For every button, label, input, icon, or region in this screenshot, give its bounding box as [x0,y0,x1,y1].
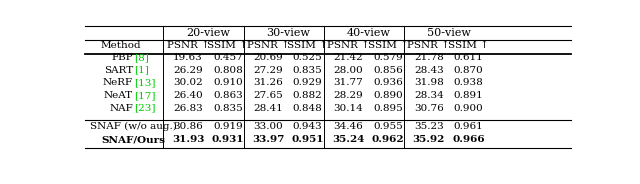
Text: 27.29: 27.29 [253,66,283,75]
Text: 21.42: 21.42 [333,53,364,62]
Text: 20-view: 20-view [186,28,230,38]
Text: 0.611: 0.611 [454,53,483,62]
Text: PSNR ↑: PSNR ↑ [246,41,289,50]
Text: 0.943: 0.943 [292,122,323,131]
Text: 30.14: 30.14 [333,104,364,113]
Text: 0.936: 0.936 [373,78,403,87]
Text: 30.76: 30.76 [414,104,444,113]
Text: Method: Method [101,41,141,50]
Text: 19.63: 19.63 [173,53,203,62]
Text: NAF: NAF [109,104,133,113]
Text: 0.457: 0.457 [213,53,243,62]
Text: 35.92: 35.92 [413,135,445,144]
Text: [23]: [23] [134,104,156,113]
Text: 28.43: 28.43 [414,66,444,75]
Text: SNAF (w/o aug.): SNAF (w/o aug.) [90,122,177,131]
Text: 0.938: 0.938 [454,78,483,87]
Text: SNAF/Ours: SNAF/Ours [102,135,166,144]
Text: 50-view: 50-view [427,28,470,38]
Text: PSNR ↑: PSNR ↑ [327,41,370,50]
Text: 33.97: 33.97 [252,135,284,144]
Text: SART: SART [104,66,133,75]
Text: 26.40: 26.40 [173,91,203,100]
Text: 0.856: 0.856 [373,66,403,75]
Text: 0.870: 0.870 [454,66,483,75]
Text: 26.29: 26.29 [173,66,203,75]
Text: 20.69: 20.69 [253,53,283,62]
Text: 0.579: 0.579 [373,53,403,62]
Text: 0.848: 0.848 [292,104,323,113]
Text: 0.910: 0.910 [213,78,243,87]
Text: 35.23: 35.23 [414,122,444,131]
Text: 0.835: 0.835 [213,104,243,113]
Text: 26.83: 26.83 [173,104,203,113]
Text: SSIM ↑: SSIM ↑ [448,41,489,50]
Text: 0.808: 0.808 [213,66,243,75]
Text: [13]: [13] [134,78,156,87]
Text: 27.65: 27.65 [253,91,283,100]
Text: 0.882: 0.882 [292,91,323,100]
Text: 31.98: 31.98 [414,78,444,87]
Text: 31.77: 31.77 [333,78,364,87]
Text: PSNR ↑: PSNR ↑ [407,41,450,50]
Text: 28.41: 28.41 [253,104,283,113]
Text: SSIM ↑: SSIM ↑ [287,41,328,50]
Text: 40-view: 40-view [346,28,390,38]
Text: FBP: FBP [111,53,133,62]
Text: 0.863: 0.863 [213,91,243,100]
Text: 28.00: 28.00 [333,66,364,75]
Text: [17]: [17] [134,91,156,100]
Text: 34.46: 34.46 [333,122,364,131]
Text: SSIM ↑: SSIM ↑ [367,41,408,50]
Text: SSIM ↑: SSIM ↑ [207,41,248,50]
Text: 30-view: 30-view [266,28,310,38]
Text: 0.919: 0.919 [213,122,243,131]
Text: 0.966: 0.966 [452,135,484,144]
Text: 0.962: 0.962 [372,135,404,144]
Text: 0.890: 0.890 [373,91,403,100]
Text: 0.951: 0.951 [291,135,324,144]
Text: NeRF: NeRF [103,78,133,87]
Text: PSNR ↑: PSNR ↑ [166,41,209,50]
Text: [1]: [1] [134,66,149,75]
Text: 0.931: 0.931 [212,135,244,144]
Text: NeAT: NeAT [104,91,133,100]
Text: 30.02: 30.02 [173,78,203,87]
Text: 33.00: 33.00 [253,122,283,131]
Text: 28.34: 28.34 [414,91,444,100]
Text: 0.891: 0.891 [454,91,483,100]
Text: 35.24: 35.24 [332,135,365,144]
Text: [8]: [8] [134,53,149,62]
Text: 21.78: 21.78 [414,53,444,62]
Text: 0.525: 0.525 [292,53,323,62]
Text: 28.29: 28.29 [333,91,364,100]
Text: 0.961: 0.961 [454,122,483,131]
Text: 0.895: 0.895 [373,104,403,113]
Text: 30.86: 30.86 [173,122,203,131]
Text: 31.26: 31.26 [253,78,283,87]
Text: 0.955: 0.955 [373,122,403,131]
Text: 0.929: 0.929 [292,78,323,87]
Text: 0.835: 0.835 [292,66,323,75]
Text: 0.900: 0.900 [454,104,483,113]
Text: 31.93: 31.93 [172,135,204,144]
